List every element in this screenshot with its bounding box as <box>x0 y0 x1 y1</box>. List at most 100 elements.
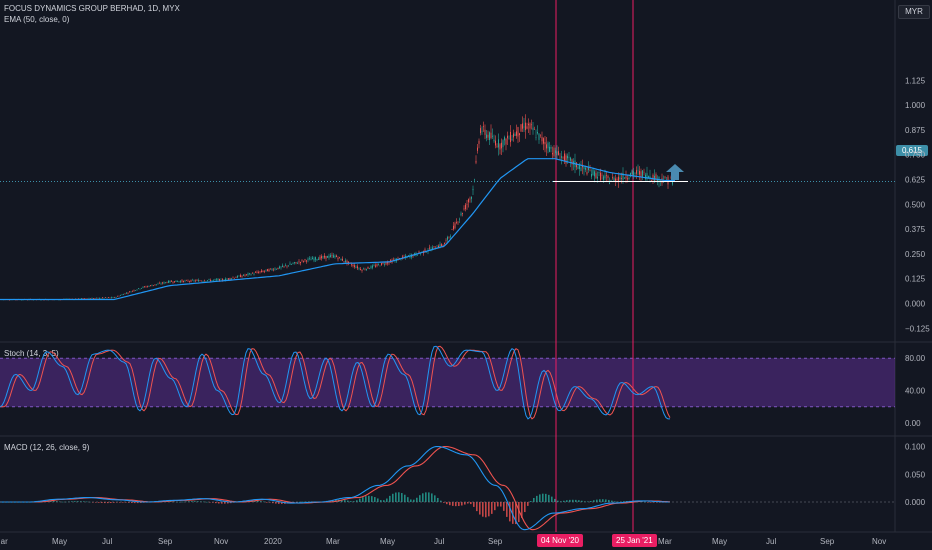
price-candle <box>339 257 340 258</box>
macd-histogram-bar <box>362 497 364 502</box>
price-candle <box>475 160 477 163</box>
price-candle <box>501 142 502 149</box>
price-candle <box>454 223 456 229</box>
price-candle <box>388 262 390 264</box>
price-candle <box>325 255 327 259</box>
price-candle <box>226 279 228 280</box>
price-candle <box>189 281 190 282</box>
macd-histogram-bar <box>203 501 205 503</box>
price-candle <box>478 140 480 144</box>
price-candle <box>516 131 517 136</box>
currency-label[interactable]: MYR <box>898 5 930 19</box>
price-candle <box>402 256 403 258</box>
price-candle <box>271 269 273 270</box>
price-candle <box>265 269 267 271</box>
price-candle <box>511 139 513 140</box>
price-candle <box>156 284 157 285</box>
price-candle <box>237 275 238 278</box>
price-candle <box>144 286 145 288</box>
macd-histogram-bar <box>56 501 58 502</box>
macd-histogram-bar <box>401 493 403 502</box>
time-tick-label: May <box>712 537 727 546</box>
price-candle <box>399 258 400 259</box>
date-marker-label-1: 04 Nov '20 <box>537 534 583 547</box>
price-candle <box>448 236 450 238</box>
macd-histogram-bar <box>179 501 181 503</box>
macd-histogram-bar <box>566 500 568 502</box>
stoch-tick-label: 80.00 <box>905 354 926 363</box>
price-candle <box>561 156 562 158</box>
price-candle <box>549 146 550 152</box>
price-candle <box>348 261 349 264</box>
macd-histogram-bar <box>518 502 520 523</box>
price-candle <box>267 269 268 272</box>
macd-histogram-bar <box>584 501 586 502</box>
price-candle <box>202 281 204 282</box>
price-candle <box>577 166 579 169</box>
macd-histogram-bar <box>443 502 445 503</box>
macd-histogram-bar <box>599 499 601 502</box>
macd-histogram-bar <box>125 502 127 503</box>
price-candle <box>612 177 613 179</box>
macd-histogram-bar <box>278 502 280 504</box>
macd-histogram-bar <box>476 502 478 512</box>
price-candle <box>183 280 184 283</box>
price-candle <box>147 286 148 287</box>
price-candle <box>148 286 150 287</box>
price-candle <box>621 178 622 179</box>
price-candle <box>600 172 601 181</box>
price-candle <box>489 132 490 141</box>
price-candle <box>457 222 459 224</box>
price-candle <box>91 298 93 299</box>
price-candle <box>357 266 358 269</box>
price-candle <box>133 290 135 291</box>
price-candle <box>211 280 213 281</box>
price-candle <box>540 134 541 136</box>
macd-signal-line <box>0 445 671 531</box>
price-candle <box>465 204 466 210</box>
price-candle <box>124 293 126 295</box>
price-candle <box>381 263 382 266</box>
macd-histogram-bar <box>473 502 475 507</box>
price-candle <box>355 266 357 268</box>
price-candle <box>336 255 337 257</box>
price-candle <box>253 273 255 275</box>
price-candle <box>298 261 300 263</box>
price-candle <box>474 179 475 181</box>
current-price-tag: 0.615 <box>896 145 928 156</box>
ema-line <box>0 158 675 301</box>
price-candle <box>234 277 235 279</box>
price-candle <box>366 268 367 270</box>
price-candle <box>498 139 499 148</box>
price-candle <box>432 247 433 251</box>
macd-histogram-bar <box>95 502 97 503</box>
price-candle <box>172 282 174 283</box>
price-candle <box>204 280 205 282</box>
price-candle <box>43 299 45 301</box>
price-candle <box>535 137 537 138</box>
price-candle <box>276 269 277 270</box>
price-candle <box>513 133 514 138</box>
price-candle <box>487 134 489 138</box>
price-candle <box>363 268 364 270</box>
macd-histogram-bar <box>188 501 190 502</box>
macd-histogram-bar <box>407 497 409 502</box>
price-candle <box>364 269 366 271</box>
price-candle <box>514 134 516 136</box>
macd-legend: MACD (12, 26, close, 9) <box>4 443 90 452</box>
price-candle <box>103 297 105 299</box>
price-tick-label: 1.125 <box>905 76 926 85</box>
price-candle <box>627 178 628 180</box>
price-candle <box>127 292 129 294</box>
price-candle <box>327 256 328 258</box>
macd-histogram-bar <box>116 502 118 503</box>
price-candle <box>310 259 312 261</box>
macd-histogram-bar <box>209 502 211 503</box>
price-candle <box>102 297 103 299</box>
price-candle <box>372 265 373 268</box>
price-candle <box>307 258 309 260</box>
price-candle <box>321 256 322 259</box>
price-candle <box>387 262 388 264</box>
macd-histogram-bar <box>557 500 559 502</box>
